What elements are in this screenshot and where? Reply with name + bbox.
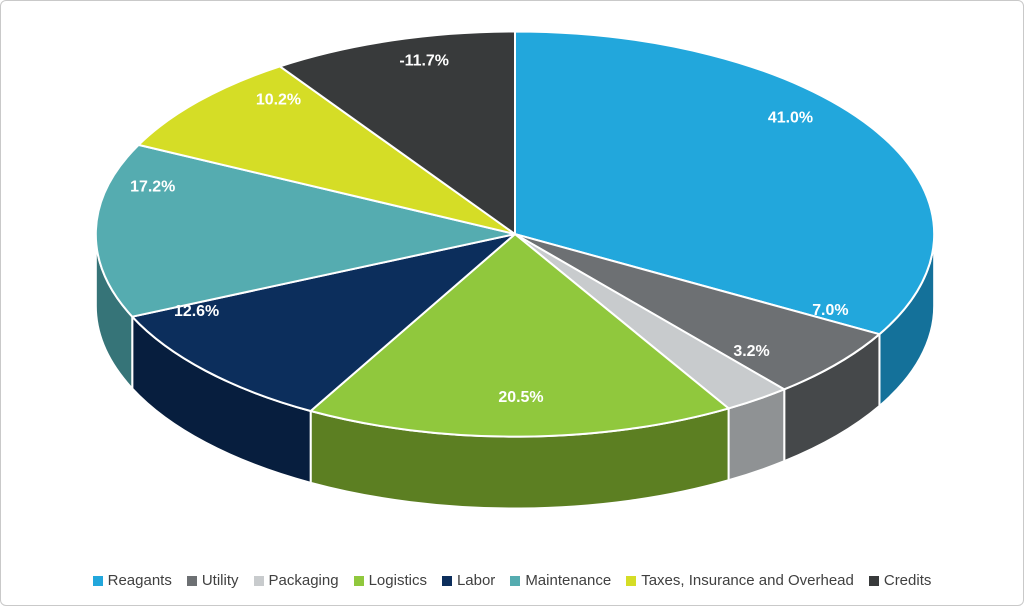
data-label-reagants: 41.0% <box>768 110 813 127</box>
pie-slice-labor[interactable] <box>131 233 516 412</box>
legend-item-maintenance[interactable]: Maintenance <box>510 572 611 589</box>
legend-marker-icon <box>868 575 879 586</box>
pie-slice-credits[interactable] <box>278 30 516 236</box>
data-label-utility: 7.0% <box>812 302 848 319</box>
legend-marker-icon <box>441 575 452 586</box>
legend-marker-icon <box>353 575 364 586</box>
data-label-taxes-insurance-and-overhead: 10.2% <box>256 92 301 109</box>
pie-slice-taxes-insurance-and-overhead[interactable] <box>137 65 516 236</box>
data-label-maintenance: 17.2% <box>130 178 175 195</box>
data-label-logistics: 20.5% <box>498 389 543 406</box>
pie-slice-logistics[interactable] <box>309 233 730 438</box>
legend-label: Reagants <box>107 572 172 589</box>
legend-label: Logistics <box>368 572 427 589</box>
legend-marker-icon <box>626 575 637 586</box>
legend-item-credits[interactable]: Credits <box>868 572 932 589</box>
legend-marker-icon <box>92 575 103 586</box>
legend-label: Credits <box>883 572 932 589</box>
pie-slice-utility[interactable] <box>513 233 881 391</box>
data-label-packaging: 3.2% <box>733 343 769 360</box>
legend-item-taxes-insurance-and-overhead[interactable]: Taxes, Insurance and Overhead <box>626 572 854 589</box>
legend-label: Utility <box>201 572 239 589</box>
data-label-credits: -11.7% <box>399 53 449 70</box>
pie-chart: 41.0% 7.0% 3.2% 20.5% 12.6% 17.2% 10.2% -11.7% <box>94 30 936 510</box>
plot-area: 41.0% 7.0% 3.2% 20.5% 12.6% 17.2% 10.2% -11.7% <box>1 1 1023 541</box>
legend-marker-icon <box>186 575 197 586</box>
legend-item-labor[interactable]: Labor <box>441 572 496 589</box>
pie-slice-maintenance[interactable] <box>94 143 516 318</box>
legend-marker-icon <box>253 575 264 586</box>
legend-item-reagants[interactable]: Reagants <box>92 572 172 589</box>
legend-label: Taxes, Insurance and Overhead <box>641 572 854 589</box>
legend-item-packaging[interactable]: Packaging <box>253 572 339 589</box>
data-label-labor: 12.6% <box>174 303 219 320</box>
legend-item-utility[interactable]: Utility <box>186 572 239 589</box>
chart-legend: Reagants Utility Packaging Logistics Labor Ma… <box>1 572 1023 589</box>
legend-label: Labor <box>456 572 496 589</box>
legend-marker-icon <box>510 575 521 586</box>
legend-item-logistics[interactable]: Logistics <box>353 572 427 589</box>
legend-label: Maintenance <box>525 572 612 589</box>
legend-label: Packaging <box>268 572 339 589</box>
pie-slice-reagants[interactable] <box>513 30 936 336</box>
